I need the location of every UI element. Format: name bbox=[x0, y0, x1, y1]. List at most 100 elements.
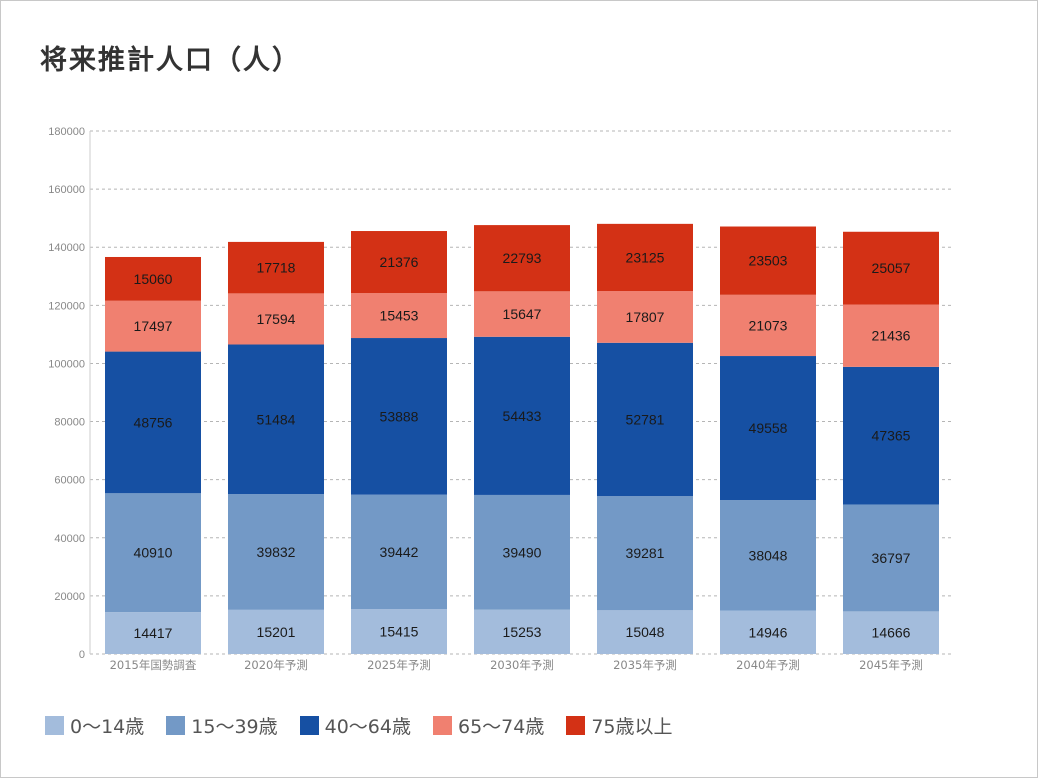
bar-segment bbox=[474, 225, 570, 292]
x-tick-label: 2025年予測 bbox=[367, 658, 431, 672]
bar-segment bbox=[843, 611, 939, 654]
bar-segment bbox=[597, 223, 693, 292]
bar-segment bbox=[597, 496, 693, 611]
bar-segment bbox=[720, 500, 816, 611]
y-tick-label: 60000 bbox=[54, 475, 85, 487]
bar-segment bbox=[597, 291, 693, 343]
y-tick-label: 40000 bbox=[54, 533, 85, 545]
legend-label: 0〜14歳 bbox=[70, 716, 145, 738]
data-label: 52781 bbox=[626, 411, 665, 427]
legend-label: 40〜64歳 bbox=[324, 716, 411, 738]
data-label: 15647 bbox=[503, 306, 542, 322]
data-label: 15415 bbox=[380, 624, 419, 640]
stacked-bar-chart: 0 20000 40000 60000 80000 100000 120000 140000 1… bbox=[48, 126, 952, 672]
data-label: 14417 bbox=[134, 625, 173, 641]
data-label: 23125 bbox=[626, 249, 665, 265]
data-label: 17807 bbox=[626, 309, 665, 325]
y-tick-label: 0 bbox=[79, 649, 85, 661]
legend-item: 75歳以上 bbox=[566, 712, 673, 739]
legend-item: 40〜64歳 bbox=[299, 712, 411, 739]
data-label: 40910 bbox=[134, 545, 173, 561]
y-tick-label: 160000 bbox=[48, 184, 85, 196]
bar-segment bbox=[474, 494, 570, 610]
y-tick-label: 180000 bbox=[48, 126, 85, 138]
y-tick-label: 20000 bbox=[54, 591, 85, 603]
legend-swatch bbox=[45, 716, 64, 735]
bar-segment bbox=[720, 226, 816, 295]
data-label: 48756 bbox=[134, 414, 173, 430]
bar-segment bbox=[351, 494, 447, 610]
chart-title: 将来推計人口（人） bbox=[40, 45, 301, 76]
bar-segment bbox=[228, 609, 324, 654]
legend-item: 15〜39歳 bbox=[166, 712, 278, 739]
legend-item: 65〜74歳 bbox=[432, 712, 545, 739]
data-label: 17718 bbox=[257, 260, 296, 276]
bar-segment bbox=[474, 336, 570, 495]
x-tick-label: 2015年国勢調査 bbox=[110, 658, 197, 672]
data-label: 15060 bbox=[134, 271, 173, 287]
x-tick-label: 2030年予測 bbox=[490, 658, 554, 672]
bar-segment bbox=[105, 493, 201, 613]
legend-swatch bbox=[166, 716, 186, 735]
data-label: 39490 bbox=[503, 544, 542, 560]
bar-segment bbox=[351, 338, 447, 495]
y-tick-label: 140000 bbox=[48, 242, 85, 254]
legend-swatch bbox=[299, 716, 319, 735]
bar-segment bbox=[105, 300, 201, 352]
bar-segment bbox=[351, 293, 447, 339]
y-tick-label: 100000 bbox=[48, 358, 85, 370]
bar-segment bbox=[843, 231, 939, 305]
legend-label: 15〜39歳 bbox=[191, 716, 278, 738]
data-label: 53888 bbox=[380, 408, 419, 424]
legend: 0〜14歳 15〜39歳 40〜64歳 65〜74歳 75歳以上 bbox=[45, 712, 673, 739]
data-label: 21436 bbox=[872, 328, 911, 344]
legend-label: 65〜74歳 bbox=[457, 716, 545, 738]
bar-segment bbox=[228, 241, 324, 294]
data-label: 39832 bbox=[257, 544, 296, 560]
data-label: 15201 bbox=[257, 624, 296, 640]
data-label: 14946 bbox=[749, 624, 788, 640]
x-tick-label: 2045年予測 bbox=[859, 658, 923, 672]
y-tick-label: 80000 bbox=[54, 417, 85, 429]
data-label: 23503 bbox=[749, 253, 788, 269]
x-tick-label: 2035年予測 bbox=[613, 658, 677, 672]
bar-segment bbox=[351, 231, 447, 294]
bar-segment bbox=[351, 609, 447, 654]
bar-segment bbox=[105, 256, 201, 301]
data-label: 21073 bbox=[749, 317, 788, 333]
bar-segment bbox=[474, 291, 570, 337]
bar-segment bbox=[843, 304, 939, 367]
bar-segment bbox=[843, 504, 939, 612]
data-label: 38048 bbox=[749, 547, 788, 563]
bar-segment bbox=[597, 342, 693, 497]
data-label: 25057 bbox=[872, 260, 911, 276]
data-label: 21376 bbox=[380, 254, 419, 270]
x-tick-label: 2040年予測 bbox=[736, 658, 800, 672]
x-tick-label: 2020年予測 bbox=[244, 658, 308, 672]
data-label: 39281 bbox=[626, 545, 665, 561]
data-label: 47365 bbox=[872, 428, 911, 444]
data-label: 17497 bbox=[134, 318, 173, 334]
bar-segment bbox=[228, 494, 324, 610]
data-label: 49558 bbox=[749, 420, 788, 436]
bar-segment bbox=[843, 366, 939, 505]
data-label: 54433 bbox=[503, 408, 542, 424]
bar-segment bbox=[720, 356, 816, 501]
legend-label: 75歳以上 bbox=[591, 716, 673, 738]
data-label: 15048 bbox=[626, 624, 665, 640]
bar-segment bbox=[720, 610, 816, 654]
data-label: 51484 bbox=[257, 411, 296, 427]
legend-swatch bbox=[432, 716, 452, 735]
data-label: 14666 bbox=[872, 625, 911, 641]
data-label: 39442 bbox=[380, 544, 419, 560]
bar-segment bbox=[720, 294, 816, 357]
bar-segment bbox=[105, 351, 201, 494]
bar-segment bbox=[228, 344, 324, 495]
data-label: 22793 bbox=[503, 250, 542, 266]
data-label: 17594 bbox=[257, 311, 296, 327]
y-tick-label: 120000 bbox=[48, 300, 85, 312]
legend-swatch bbox=[566, 716, 586, 735]
bar-segment bbox=[105, 612, 201, 654]
bar-segment bbox=[228, 293, 324, 345]
data-label: 15253 bbox=[503, 624, 542, 640]
